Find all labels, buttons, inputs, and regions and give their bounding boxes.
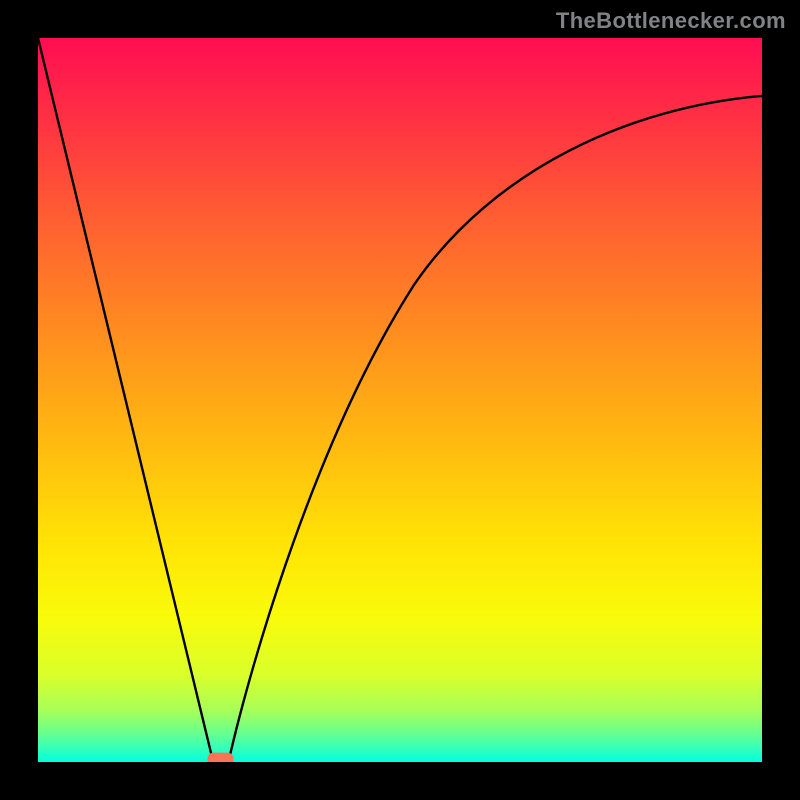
minimum-marker	[207, 753, 233, 762]
curve-right-branch	[228, 96, 762, 762]
chart-curves-svg	[38, 38, 762, 762]
curve-left-branch	[38, 38, 213, 762]
watermark-text: TheBottlenecker.com	[556, 8, 786, 34]
chart-plot-area	[38, 38, 762, 762]
chart-container: TheBottlenecker.com	[0, 0, 800, 800]
